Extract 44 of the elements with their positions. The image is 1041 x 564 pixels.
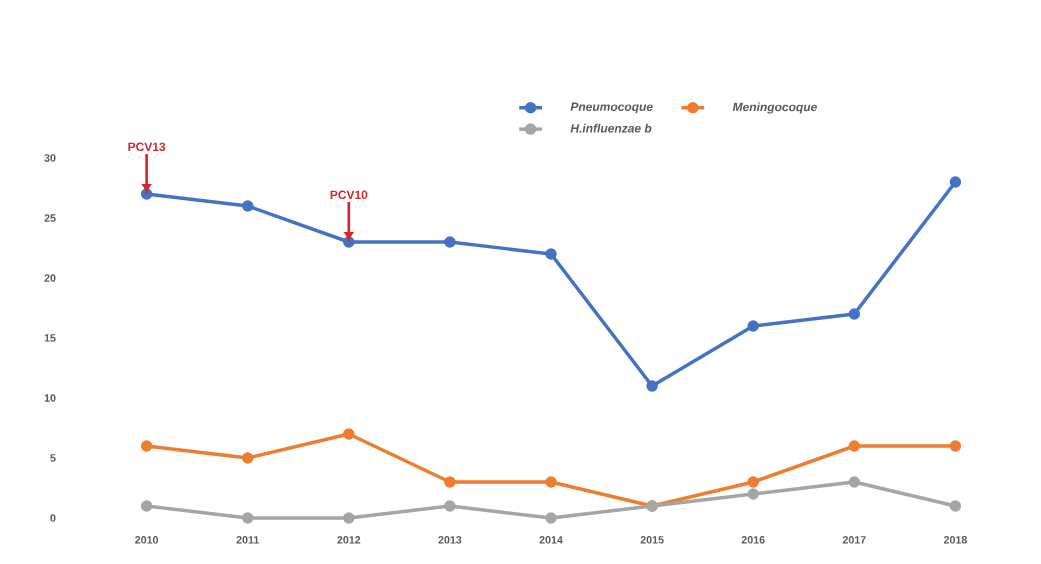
point [848, 476, 861, 488]
legend-label: Pneumocoque [570, 102, 653, 114]
point [646, 380, 658, 392]
y-tick-label: 25 [44, 214, 56, 222]
x-tick-label: 2010 [135, 536, 159, 544]
point [241, 512, 254, 524]
point [545, 512, 557, 524]
point [241, 452, 254, 464]
point [949, 176, 962, 188]
annotation: PCV10 [330, 190, 368, 200]
point [949, 500, 962, 512]
point [444, 476, 456, 488]
point [747, 476, 759, 488]
x-tick-label: 2014 [539, 536, 563, 544]
point [241, 200, 254, 212]
point [444, 500, 456, 512]
x-tick-label: 2017 [842, 536, 866, 544]
point [545, 248, 557, 260]
x-tick-label: 2016 [741, 536, 765, 544]
x-tick-label: 2012 [337, 536, 361, 544]
point [848, 308, 861, 320]
point [140, 440, 153, 452]
point [848, 440, 861, 452]
x-tick-label: 2018 [943, 536, 967, 544]
point [747, 320, 759, 332]
y-tick-label: 5 [50, 454, 56, 462]
point [545, 476, 557, 488]
point [140, 500, 153, 512]
point [444, 236, 456, 248]
y-tick-label: 10 [44, 394, 56, 402]
x-tick-label: 2015 [640, 536, 664, 544]
point [747, 488, 759, 500]
x-tick-label: 2011 [236, 536, 259, 544]
point [949, 440, 962, 452]
y-tick-label: 20 [44, 274, 56, 282]
annotation: PCV13 [128, 142, 166, 152]
y-tick-label: 30 [44, 154, 56, 162]
x-tick-label: 2013 [438, 536, 462, 544]
point [343, 512, 355, 524]
point [343, 428, 355, 440]
y-tick-label: 0 [50, 514, 56, 522]
y-tick-label: 15 [44, 334, 56, 342]
legend-label: H.influenzae b [570, 123, 652, 133]
legend-label: Meningocoque [732, 102, 817, 114]
